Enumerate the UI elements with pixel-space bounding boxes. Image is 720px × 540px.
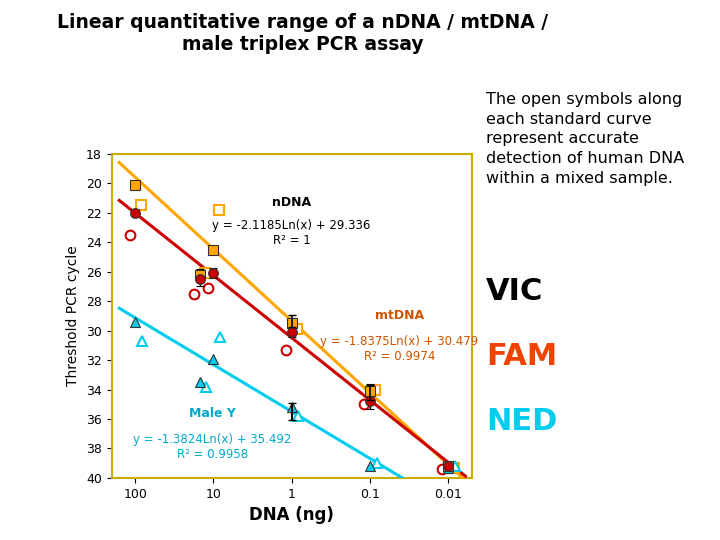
Text: nDNA: nDNA xyxy=(272,196,311,209)
Text: VIC: VIC xyxy=(486,277,544,306)
Text: Linear quantitative range of a nDNA / mtDNA /: Linear quantitative range of a nDNA / mt… xyxy=(57,14,548,32)
Y-axis label: Threshold PCR cycle: Threshold PCR cycle xyxy=(66,246,81,386)
Text: The open symbols along
each standard curve
represent accurate
detection of human: The open symbols along each standard cur… xyxy=(486,92,684,186)
Text: FAM: FAM xyxy=(486,342,557,371)
Text: y = -1.8375Ln(x) + 30.479
R² = 0.9974: y = -1.8375Ln(x) + 30.479 R² = 0.9974 xyxy=(320,335,479,363)
Text: Male Y: Male Y xyxy=(189,407,236,420)
X-axis label: DNA (ng): DNA (ng) xyxy=(249,506,334,524)
Text: mtDNA: mtDNA xyxy=(375,309,424,322)
Text: y = -2.1185Ln(x) + 29.336
R² = 1: y = -2.1185Ln(x) + 29.336 R² = 1 xyxy=(212,219,371,247)
Text: male triplex PCR assay: male triplex PCR assay xyxy=(181,35,423,54)
Text: NED: NED xyxy=(486,407,557,436)
Text: y = -1.3824Ln(x) + 35.492
R² = 0.9958: y = -1.3824Ln(x) + 35.492 R² = 0.9958 xyxy=(133,433,292,461)
